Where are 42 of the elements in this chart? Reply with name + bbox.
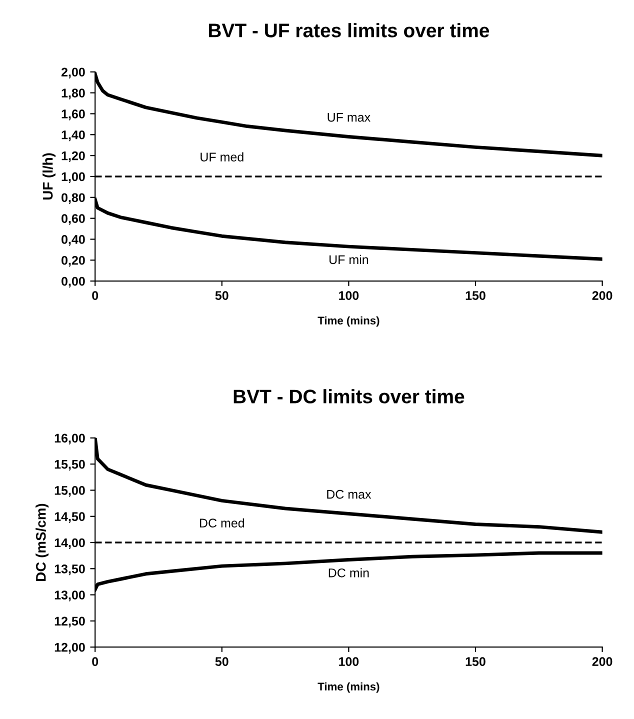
x-tick-label: 50 bbox=[215, 657, 228, 666]
x-tick-label: 200 bbox=[592, 291, 612, 300]
x-tick-label: 100 bbox=[339, 291, 359, 300]
y-tick-label: 15,50 bbox=[54, 460, 85, 471]
y-tick-label: 0,60 bbox=[62, 214, 85, 225]
x-tick-label: 50 bbox=[215, 291, 228, 300]
y-tick-label: 12,50 bbox=[54, 616, 85, 628]
series-label: UF max bbox=[328, 113, 370, 122]
x-tick-label: 100 bbox=[339, 657, 359, 666]
x-tick-label: 150 bbox=[466, 657, 486, 666]
y-tick-label: 0,40 bbox=[62, 235, 85, 246]
y-tick-label: 16,00 bbox=[54, 434, 85, 444]
y-tick-label: 1,80 bbox=[62, 88, 85, 100]
x-tick-label: 0 bbox=[92, 657, 98, 666]
y-tick-label: 13,50 bbox=[54, 564, 85, 576]
y-tick-label: 0,00 bbox=[62, 276, 85, 288]
series-label: DC med bbox=[200, 518, 244, 528]
series-label: DC max bbox=[327, 490, 372, 499]
y-tick-label: 1,00 bbox=[62, 172, 85, 183]
x-axis-title: Time (mins) bbox=[318, 316, 380, 327]
chart-title: BVT - DC limits over time bbox=[234, 389, 464, 404]
y-tick-label: 12,00 bbox=[54, 642, 85, 654]
y-tick-label: 0,80 bbox=[62, 193, 85, 204]
series-label: UF min bbox=[330, 254, 368, 264]
x-tick-label: 150 bbox=[466, 291, 486, 300]
y-tick-label: 1,60 bbox=[62, 110, 85, 120]
y-axis-title: DC (mS/cm) bbox=[36, 504, 49, 581]
x-tick-label: 200 bbox=[592, 657, 612, 666]
y-tick-label: 14,00 bbox=[54, 538, 85, 549]
y-tick-label: 0,20 bbox=[62, 256, 85, 267]
y-tick-label: 14,50 bbox=[54, 512, 85, 523]
series-label: UF med bbox=[200, 152, 244, 162]
y-tick-label: 2,00 bbox=[61, 68, 85, 78]
y-tick-label: 1,20 bbox=[62, 151, 85, 162]
x-axis-title: Time (mins) bbox=[318, 682, 380, 693]
y-axis-title: UF (l/h) bbox=[42, 153, 56, 200]
y-tick-label: 15,00 bbox=[54, 486, 85, 497]
y-tick-label: 1,40 bbox=[62, 130, 85, 142]
series-label: DC min bbox=[328, 568, 369, 578]
y-tick-label: 13,00 bbox=[54, 590, 85, 602]
x-tick-label: 0 bbox=[92, 291, 98, 300]
chart-title: BVT - UF rates limits over time bbox=[208, 23, 490, 38]
